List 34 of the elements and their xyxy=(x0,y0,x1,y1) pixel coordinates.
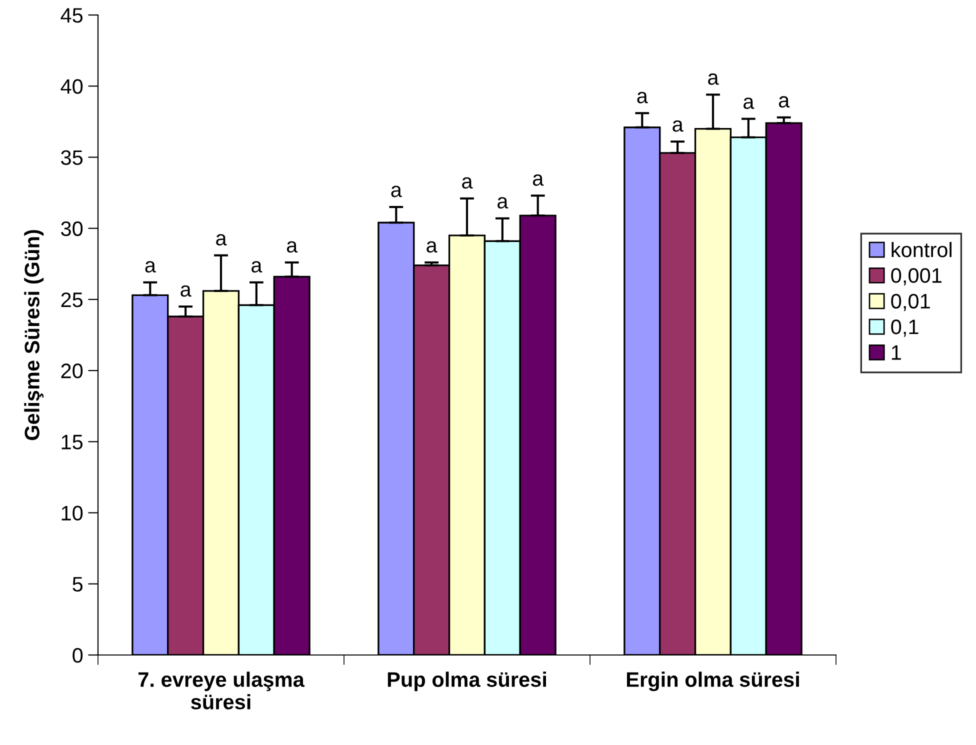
y-tick-label: 45 xyxy=(60,8,83,23)
legend-label: 0,01 xyxy=(891,294,930,312)
legend-label: 0,1 xyxy=(891,320,918,337)
legend-label: 0,001 xyxy=(891,268,942,286)
data-label: a xyxy=(672,120,684,132)
data-label: a xyxy=(637,92,648,104)
y-tick-label: 10 xyxy=(62,506,83,521)
y-tick-label: 0 xyxy=(72,648,83,663)
data-label: a xyxy=(145,261,156,273)
x-tick-label: Ergin olma süresi xyxy=(626,672,799,692)
data-label: a xyxy=(532,174,544,186)
data-label: a xyxy=(744,98,754,110)
y-tick-label: 30 xyxy=(61,221,83,236)
x-tick-label: Pup olma süresi xyxy=(388,672,546,692)
data-label: a xyxy=(286,241,298,253)
data-label: a xyxy=(462,177,473,189)
legend-label: 1 xyxy=(892,345,901,360)
y-tick-label: 5 xyxy=(72,577,83,592)
y-tick-label: 20 xyxy=(61,364,83,378)
y-tick-label: 15 xyxy=(62,434,83,450)
y-tick-label: 40 xyxy=(60,79,83,94)
data-label: a xyxy=(708,73,719,85)
data-label: a xyxy=(426,241,438,253)
legend-label: kontrol xyxy=(892,242,952,258)
data-label: a xyxy=(498,197,508,209)
data-label: a xyxy=(778,96,790,108)
y-axis-title: Gelişme Süresi (Gün) xyxy=(24,230,44,440)
data-label: a xyxy=(180,285,192,297)
y-tick-label: 35 xyxy=(61,150,83,165)
data-label: a xyxy=(252,261,262,273)
data-label: a xyxy=(391,186,402,198)
data-label: a xyxy=(216,234,227,246)
y-tick-label: 25 xyxy=(61,292,83,308)
x-tick-label: 7. evreye ulaşma süresi xyxy=(138,672,305,710)
